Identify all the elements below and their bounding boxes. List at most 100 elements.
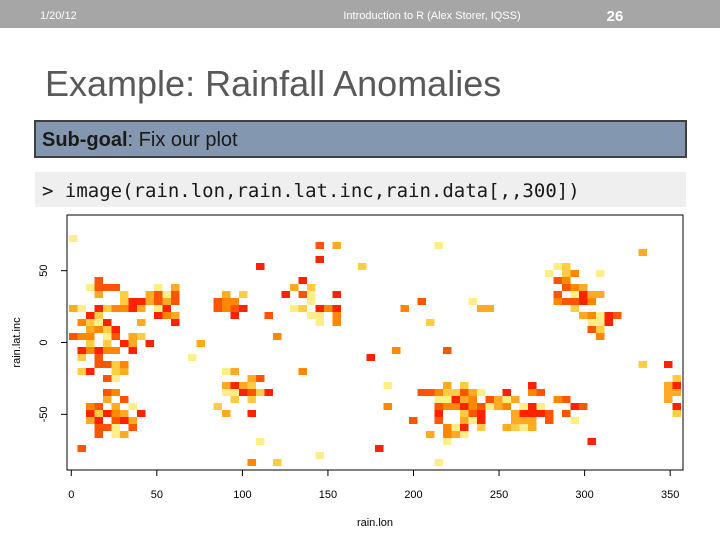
heat-cell	[120, 417, 129, 424]
heat-cell	[545, 270, 554, 277]
heat-cell	[94, 354, 103, 361]
x-tick-label: 150	[319, 489, 337, 501]
heat-cell	[94, 291, 103, 298]
heat-cell	[239, 291, 248, 298]
heat-cell	[120, 305, 129, 312]
heat-cell	[383, 382, 392, 389]
heat-cell	[94, 424, 103, 431]
heat-cell	[443, 431, 452, 438]
heat-cell	[111, 305, 120, 312]
heat-cell	[553, 277, 562, 284]
heat-cell	[213, 305, 222, 312]
heat-cell	[485, 305, 494, 312]
heat-cell	[545, 417, 554, 424]
heat-cell	[502, 389, 511, 396]
code-box	[35, 172, 686, 207]
heat-cell	[111, 410, 120, 417]
heat-cell	[69, 333, 78, 340]
heat-cell	[162, 312, 171, 319]
heat-cell	[103, 347, 112, 354]
heat-cell	[570, 305, 579, 312]
heat-cell	[596, 312, 605, 319]
y-axis-label: rain.lat.inc	[11, 317, 23, 368]
heat-cell	[171, 312, 180, 319]
heat-cell	[94, 277, 103, 284]
heat-cell	[128, 424, 137, 431]
heat-cell	[553, 298, 562, 305]
heat-cell	[137, 305, 146, 312]
heat-cell	[579, 298, 588, 305]
heat-cell	[103, 424, 112, 431]
heat-cell	[409, 417, 418, 424]
heat-cell	[230, 298, 239, 305]
heat-cell	[460, 410, 469, 417]
heat-cell	[264, 389, 273, 396]
heat-cell	[94, 312, 103, 319]
heat-cell	[536, 389, 545, 396]
heat-cell	[579, 284, 588, 291]
heat-cell	[528, 382, 537, 389]
heat-cell	[247, 382, 256, 389]
heat-cell	[562, 410, 571, 417]
heat-cell	[222, 298, 231, 305]
heat-cell	[579, 312, 588, 319]
heat-cell	[519, 424, 528, 431]
slide-title: Example: Rainfall Anomalies	[45, 63, 501, 104]
heat-cell	[103, 326, 112, 333]
heat-cell	[86, 340, 95, 347]
heat-cell	[298, 305, 307, 312]
heat-cell	[477, 389, 486, 396]
heat-cell	[154, 298, 163, 305]
x-tick-label: 200	[404, 489, 422, 501]
heat-cell	[434, 403, 443, 410]
heat-cell	[111, 375, 120, 382]
heat-cell	[451, 389, 460, 396]
heat-cell	[222, 410, 231, 417]
heat-cell	[307, 298, 316, 305]
heat-cell	[570, 403, 579, 410]
heat-cell	[103, 340, 112, 347]
heat-cell	[86, 368, 95, 375]
heat-cell	[426, 389, 435, 396]
heat-cell	[290, 305, 299, 312]
y-tick-label: -50	[38, 406, 50, 422]
heat-cell	[94, 319, 103, 326]
heat-cell	[596, 333, 605, 340]
heat-cell	[188, 354, 197, 361]
heat-cell	[120, 410, 129, 417]
heat-cell	[128, 347, 137, 354]
y-tick-label: 0	[38, 339, 50, 345]
heat-cell	[222, 291, 231, 298]
heat-cell	[434, 410, 443, 417]
heat-cell	[128, 333, 137, 340]
heat-cell	[247, 389, 256, 396]
heat-cell	[477, 305, 486, 312]
heat-cell	[111, 333, 120, 340]
heat-cell	[477, 410, 486, 417]
heat-cell	[315, 256, 324, 263]
heat-cell	[570, 417, 579, 424]
x-tick-label: 100	[233, 489, 251, 501]
heat-cell	[460, 424, 469, 431]
heat-cell	[426, 431, 435, 438]
heat-cell	[434, 389, 443, 396]
heat-cell	[451, 403, 460, 410]
heat-cell	[434, 242, 443, 249]
heat-cell	[94, 361, 103, 368]
heat-cell	[111, 431, 120, 438]
heat-cell	[613, 312, 622, 319]
heat-cell	[375, 445, 384, 452]
heat-cell	[596, 326, 605, 333]
heat-cell	[460, 417, 469, 424]
heat-cell	[443, 382, 452, 389]
heat-cell	[171, 298, 180, 305]
heat-cell	[120, 361, 129, 368]
heat-cell	[562, 284, 571, 291]
heat-cell	[502, 424, 511, 431]
heat-cell	[477, 424, 486, 431]
heat-cell	[324, 305, 333, 312]
heat-cell	[86, 312, 95, 319]
heat-cell	[103, 396, 112, 403]
